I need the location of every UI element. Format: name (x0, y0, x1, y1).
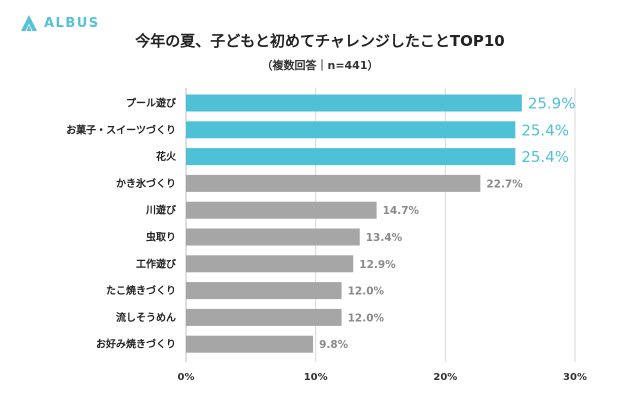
category-label: 花火 (156, 150, 177, 163)
category-label: プール遊び (126, 97, 176, 110)
bar (186, 121, 516, 139)
data-label: 12.9% (359, 259, 396, 271)
data-label: 22.7% (486, 178, 523, 190)
category-label: かき氷づくり (116, 177, 176, 190)
chart-subtitle: （複数回答｜n=441） (261, 59, 379, 72)
chart-title: 今年の夏、子どもと初めてチャレンジしたことTOP10 (135, 32, 505, 50)
data-label: 25.9% (528, 95, 576, 113)
data-label: 12.0% (348, 312, 385, 324)
category-label: 川遊び (145, 204, 176, 217)
category-label: 虫取り (146, 231, 176, 244)
data-label: 12.0% (348, 286, 385, 298)
x-tick-label: 20% (433, 372, 457, 383)
data-label: 25.4% (521, 148, 569, 166)
bar (186, 201, 377, 219)
bar (186, 335, 314, 353)
bar (186, 94, 522, 112)
x-tick-label: 30% (563, 372, 587, 383)
category-label: たこ焼きづくり (106, 284, 176, 297)
data-label: 14.7% (383, 205, 420, 217)
bar (186, 148, 516, 166)
bar (186, 255, 354, 273)
brand-logo: ALBUS (20, 14, 100, 32)
bar (186, 282, 342, 300)
category-label: お好み焼きづくり (96, 338, 176, 351)
category-label: 工作遊び (136, 257, 176, 270)
category-label: 流しそうめん (116, 311, 176, 324)
bar (186, 174, 481, 192)
x-tick-label: 10% (304, 372, 328, 383)
bar (186, 228, 360, 246)
bar (186, 308, 342, 326)
category-label: お菓子・スイーツづくり (66, 123, 176, 136)
brand-name: ALBUS (44, 15, 100, 31)
albus-logo-icon (21, 15, 37, 31)
x-tick-label: 0% (178, 372, 195, 383)
data-label: 13.4% (366, 232, 403, 244)
data-label: 25.4% (521, 121, 569, 139)
data-label: 9.8% (319, 339, 349, 351)
